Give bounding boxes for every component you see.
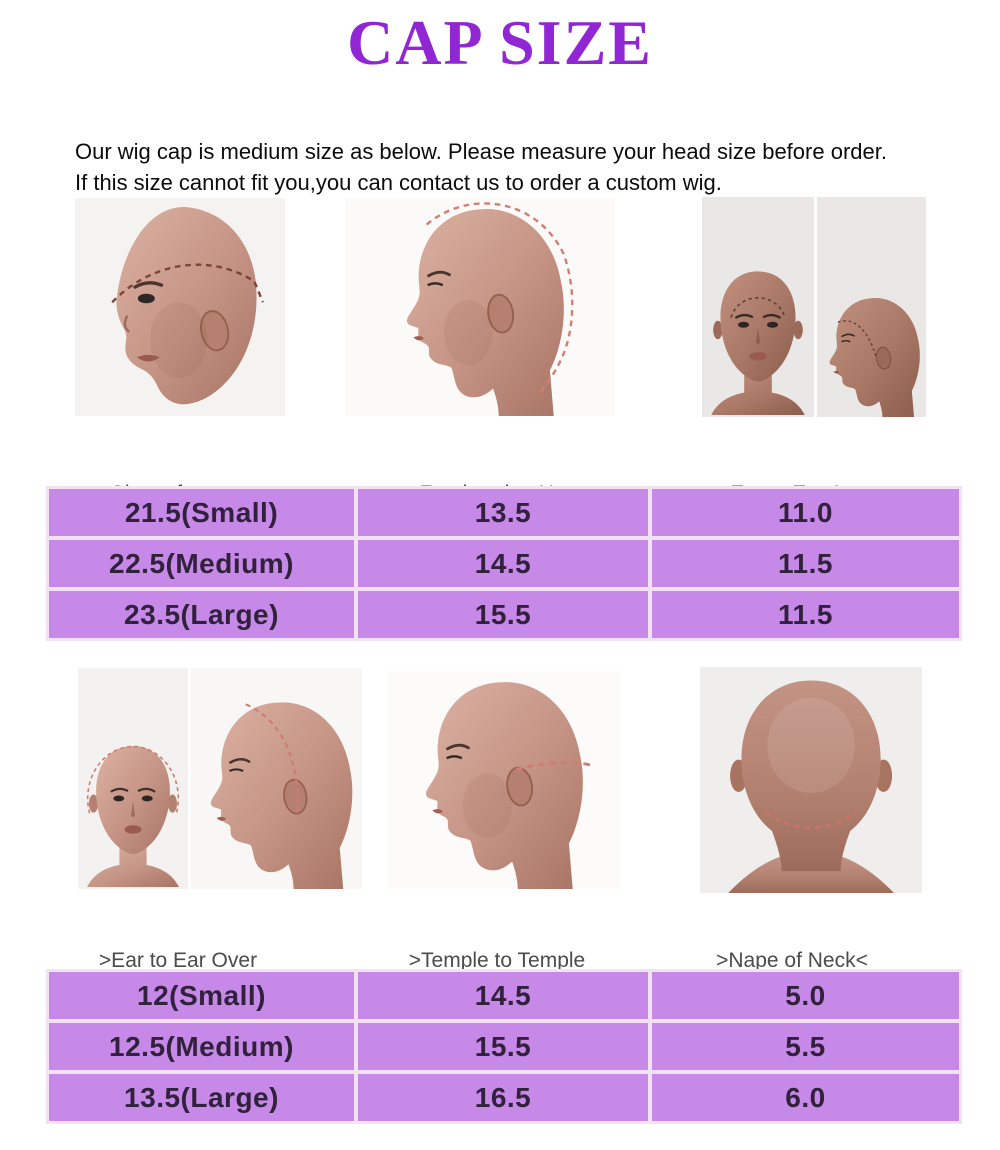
figure-forehead-to-nape: [345, 198, 615, 416]
front-hairline-front-head-illustration: [711, 271, 805, 416]
figure-ear-to-ear-across-front-hairline: [702, 197, 926, 417]
table-cell: 21.5(Small): [49, 489, 354, 536]
forehead-to-nape-head-illustration: [407, 202, 574, 416]
table-cell: 5.5: [652, 1023, 959, 1070]
over-top-side-head-illustration: [210, 702, 353, 889]
figure-label-nape-of-neck: >Nape of Neck<: [622, 903, 962, 1064]
figure-temple-to-temple: [388, 671, 620, 889]
figure-label-line: >Temple to Temple: [408, 949, 586, 972]
table-cell: 22.5(Medium): [49, 540, 354, 587]
figure-nape-of-neck: [700, 667, 922, 893]
table-cell: 14.5: [358, 972, 648, 1019]
table-cell: 12(Small): [49, 972, 354, 1019]
table-cell: 11.5: [652, 591, 959, 638]
table-cell: 12.5(Medium): [49, 1023, 354, 1070]
figure-ear-to-ear-over-top: [78, 668, 362, 889]
over-top-front-head-illustration: [86, 745, 180, 888]
table-cell: 13.5(Large): [49, 1074, 354, 1121]
size-table-top: 21.5(Small) 13.5 11.0 22.5(Medium) 14.5 …: [46, 486, 962, 641]
table-cell: 23.5(Large): [49, 591, 354, 638]
circumference-head-illustration: [111, 207, 265, 405]
front-view-panel: [78, 668, 188, 889]
table-cell: 15.5: [358, 591, 648, 638]
temple-to-temple-head-illustration: [426, 682, 595, 889]
table-cell: 16.5: [358, 1074, 648, 1121]
figure-label-line: >Ear to Ear Over: [98, 949, 258, 972]
table-cell: 11.0: [652, 489, 959, 536]
description-line-1: Our wig cap is medium size as below. Ple…: [75, 139, 887, 164]
table-cell: 5.0: [652, 972, 959, 1019]
description: Our wig cap is medium size as below. Ple…: [75, 136, 955, 198]
table-cell: 6.0: [652, 1074, 959, 1121]
table-cell: 13.5: [358, 489, 648, 536]
page-title: CAP SIZE: [347, 7, 653, 78]
table-cell: 15.5: [358, 1023, 648, 1070]
side-view-panel: [817, 197, 926, 417]
table-cell: 11.5: [652, 540, 959, 587]
side-view-panel: [191, 668, 362, 889]
front-view-panel: [702, 197, 814, 417]
table-cell: 14.5: [358, 540, 648, 587]
figure-label-line: >Nape of Neck<: [716, 949, 868, 972]
size-table-bottom: 12(Small) 14.5 5.0 12.5(Medium) 15.5 5.5…: [46, 969, 962, 1124]
nape-of-neck-head-illustration: [728, 680, 894, 893]
front-hairline-side-head-illustration: [829, 298, 920, 417]
description-line-2: If this size cannot fit you,you can cont…: [75, 170, 722, 195]
figure-circumference: [75, 198, 285, 416]
